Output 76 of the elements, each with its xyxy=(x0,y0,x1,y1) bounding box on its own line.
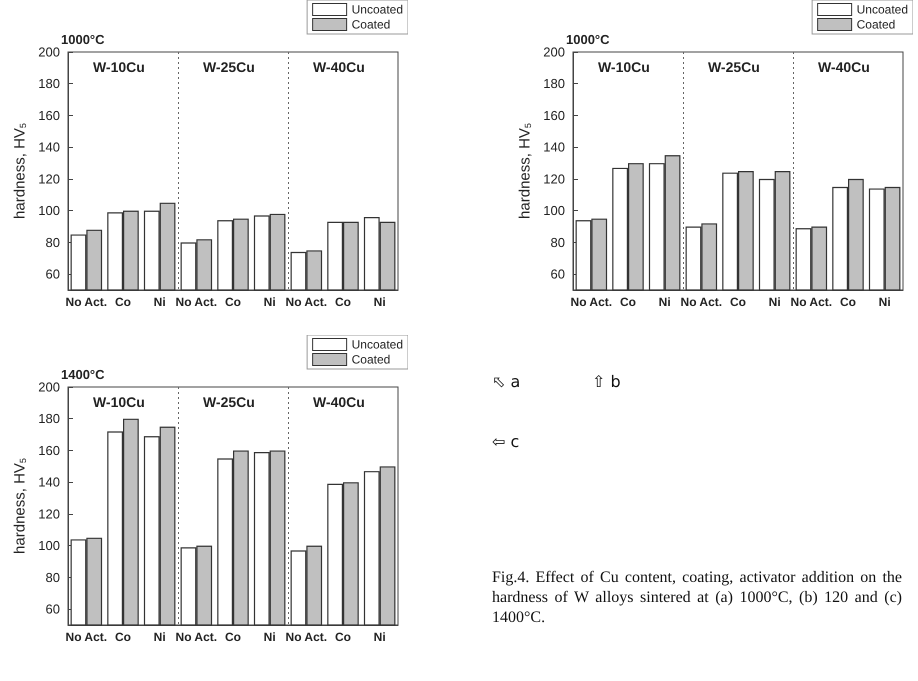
y-tick-label: 60 xyxy=(46,602,60,617)
x-tick-label: Co xyxy=(335,295,351,309)
x-tick-label: No Act. xyxy=(570,295,612,309)
y-tick-label: 140 xyxy=(543,140,565,155)
y-tick-label: 140 xyxy=(38,474,60,490)
text: ⇦ c xyxy=(492,432,520,451)
annotation: W-40Cu xyxy=(313,59,365,75)
y-axis-title: hardness, HV5 xyxy=(516,123,534,219)
y-tick-label: 180 xyxy=(543,76,565,92)
x-tick-label: Ni xyxy=(374,630,386,644)
x-tick-label: No Act. xyxy=(66,295,108,309)
annotation: W-10Cu xyxy=(93,394,145,410)
y-tick-label: 100 xyxy=(543,203,565,218)
y-tick-label: 60 xyxy=(550,266,565,282)
y-tick-label: 120 xyxy=(38,506,60,522)
legend-label: Coated xyxy=(352,18,390,32)
x-tick-label: Ni xyxy=(154,295,166,309)
y-tick-label: 200 xyxy=(38,44,60,60)
x-tick-label: Co xyxy=(115,295,131,309)
chart-title: 1000°C xyxy=(61,32,106,47)
y-tick-label: 80 xyxy=(550,234,565,250)
x-tick-label: Co xyxy=(335,630,351,644)
y-tick-label: 100 xyxy=(38,538,60,554)
x-tick-label: Co xyxy=(225,630,241,644)
y-tick-label: 80 xyxy=(46,570,60,585)
x-tick-label: Co xyxy=(840,295,856,309)
y-tick-label: 140 xyxy=(38,140,60,155)
annotation: W-25Cu xyxy=(708,59,760,75)
y-axis-title: hardness, HV5 xyxy=(11,123,28,219)
x-tick-label: No Act. xyxy=(286,630,328,644)
x-tick-label: No Act. xyxy=(680,295,722,309)
y-axis-title: hardness, HV5 xyxy=(11,458,28,554)
y-tick-label: 160 xyxy=(38,442,60,458)
x-tick-label: No Act. xyxy=(790,295,832,309)
annotation: W-40Cu xyxy=(818,59,870,75)
x-tick-label: No Act. xyxy=(176,295,218,309)
x-tick-label: No Act. xyxy=(66,630,108,644)
legend-label: Uncoated xyxy=(856,2,908,16)
x-tick-label: Ni xyxy=(264,295,276,309)
legend-label: Uncoated xyxy=(352,2,404,16)
y-tick-label: 200 xyxy=(543,44,565,60)
annotation: W-25Cu xyxy=(203,394,255,410)
annotation: W-10Cu xyxy=(598,59,650,75)
x-tick-label: Co xyxy=(115,630,131,644)
legend-label: Uncoated xyxy=(352,338,404,352)
text: ⇧ b xyxy=(592,372,621,391)
y-tick-label: 100 xyxy=(38,203,60,218)
x-tick-label: Co xyxy=(620,295,636,309)
chart-title: 1000°C xyxy=(566,32,610,47)
y-tick-label: 80 xyxy=(46,234,60,250)
x-tick-label: Ni xyxy=(878,295,891,309)
y-tick-label: 160 xyxy=(543,108,565,123)
text: ⬁ a xyxy=(492,372,520,391)
x-tick-label: Ni xyxy=(154,630,166,644)
chart-title: 1400°C xyxy=(61,367,106,382)
x-tick-label: Ni xyxy=(768,295,781,309)
y-tick-label: 200 xyxy=(38,380,60,394)
x-tick-label: Co xyxy=(730,295,746,309)
legend-label: Coated xyxy=(856,18,896,32)
y-tick-label: 180 xyxy=(38,411,60,426)
x-tick-label: No Act. xyxy=(176,630,218,644)
x-tick-label: Co xyxy=(225,295,241,309)
x-tick-label: Ni xyxy=(264,630,276,644)
annotation: W-10Cu xyxy=(93,59,145,75)
x-tick-label: Ni xyxy=(658,295,671,309)
x-tick-label: Ni xyxy=(374,295,386,309)
annotation: W-25Cu xyxy=(203,59,255,75)
caption: Fig.4. Effect of Cu content, coating, activator addition on the hardness of W alloys sintered at (a) 1000°C, (b) 120 and (c) 1400°C. xyxy=(492,568,902,628)
y-tick-label: 60 xyxy=(46,266,60,282)
y-tick-label: 180 xyxy=(38,76,60,92)
y-tick-label: 120 xyxy=(38,171,60,186)
annotation: W-40Cu xyxy=(313,394,365,410)
y-tick-label: 160 xyxy=(38,108,60,123)
legend-label: Coated xyxy=(352,352,390,366)
y-tick-label: 120 xyxy=(543,171,565,186)
x-tick-label: No Act. xyxy=(286,295,328,309)
